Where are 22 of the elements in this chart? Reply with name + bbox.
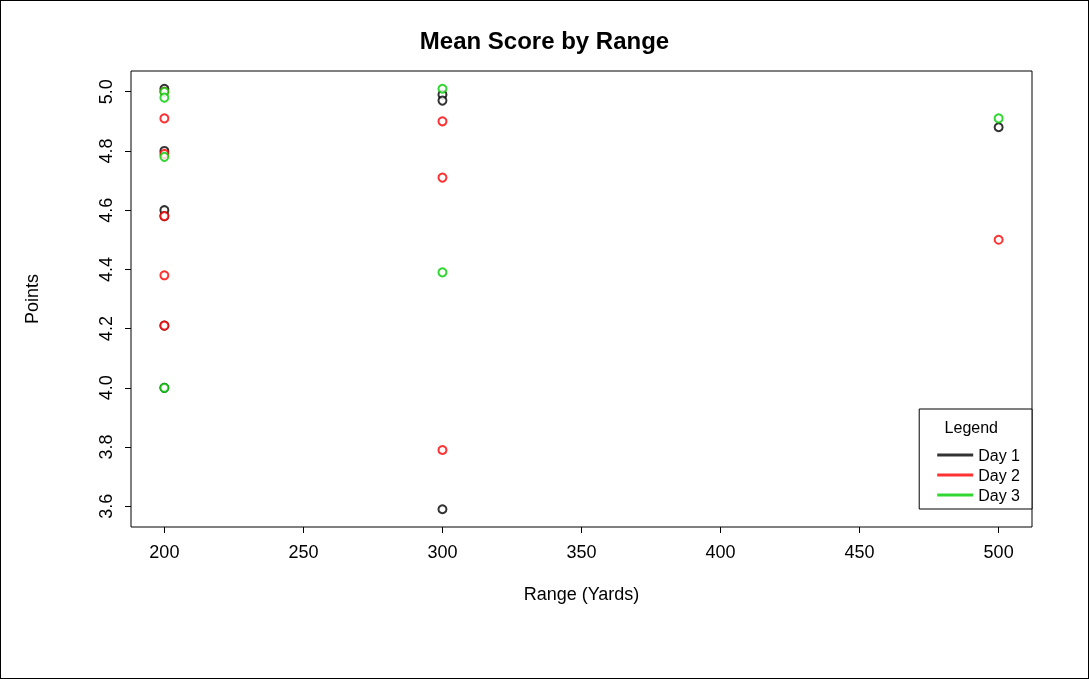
legend-label: Day 2 xyxy=(978,466,1021,484)
y-tick-label: 4.0 xyxy=(96,375,116,401)
y-axis-title: Points xyxy=(22,273,42,325)
x-tick-label: 400 xyxy=(705,542,736,562)
chart-title: Mean Score by Range xyxy=(419,26,670,54)
x-tick-label: 500 xyxy=(983,542,1014,562)
legend-label: Day 1 xyxy=(978,446,1021,464)
y-tick-label: 4.4 xyxy=(96,256,116,282)
x-axis-title: Range (Yards) xyxy=(523,584,640,604)
x-tick-label: 200 xyxy=(149,542,180,562)
x-tick-label: 350 xyxy=(566,542,597,562)
x-tick-label: 450 xyxy=(844,542,875,562)
y-tick-label: 4.6 xyxy=(96,197,116,223)
y-tick-label: 3.6 xyxy=(96,493,116,519)
legend-title: Legend xyxy=(944,418,998,436)
x-tick-label: 250 xyxy=(288,542,319,562)
y-tick-label: 4.2 xyxy=(96,316,116,342)
y-tick-label: 5.0 xyxy=(96,79,116,105)
y-tick-label: 4.8 xyxy=(96,138,116,164)
x-tick-label: 300 xyxy=(427,542,458,562)
legend-label: Day 3 xyxy=(978,486,1021,504)
y-tick-label: 3.8 xyxy=(96,434,116,460)
